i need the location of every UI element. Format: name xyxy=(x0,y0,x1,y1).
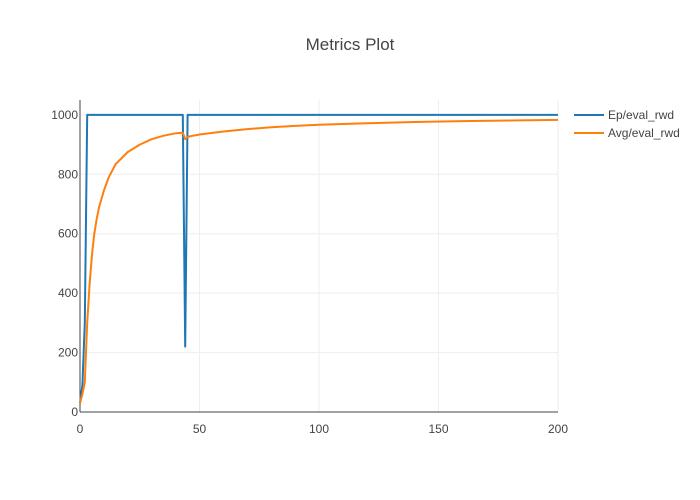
chart-title: Metrics Plot xyxy=(306,35,395,54)
series-line-ep-eval-rwd xyxy=(79,113,558,404)
x-tick-label: 50 xyxy=(193,422,207,436)
axis-layer: 0 50 100 150 200 0 200 400 600 800 1000 xyxy=(51,100,568,436)
x-tick-label: 150 xyxy=(428,422,448,436)
y-tick-label: 600 xyxy=(58,227,78,241)
series-line-avg-eval-rwd xyxy=(79,118,559,404)
y-tick-label: 1000 xyxy=(51,108,78,122)
y-tick-label: 0 xyxy=(71,405,78,419)
x-tick-label: 200 xyxy=(548,422,568,436)
x-tick-label: 100 xyxy=(309,422,329,436)
x-tick-label: 0 xyxy=(77,422,84,436)
y-tick-label: 800 xyxy=(58,167,78,181)
legend[interactable]: Ep/eval_rwd Avg/eval_rwd xyxy=(574,108,680,140)
legend-item-avg-eval-rwd[interactable]: Avg/eval_rwd xyxy=(574,126,680,140)
legend-item-ep-eval-rwd[interactable]: Ep/eval_rwd xyxy=(574,108,674,122)
y-tick-label: 200 xyxy=(58,346,78,360)
legend-label: Ep/eval_rwd xyxy=(608,108,674,122)
y-tick-label: 400 xyxy=(58,286,78,300)
legend-label: Avg/eval_rwd xyxy=(608,126,680,140)
series-layer xyxy=(79,113,559,404)
